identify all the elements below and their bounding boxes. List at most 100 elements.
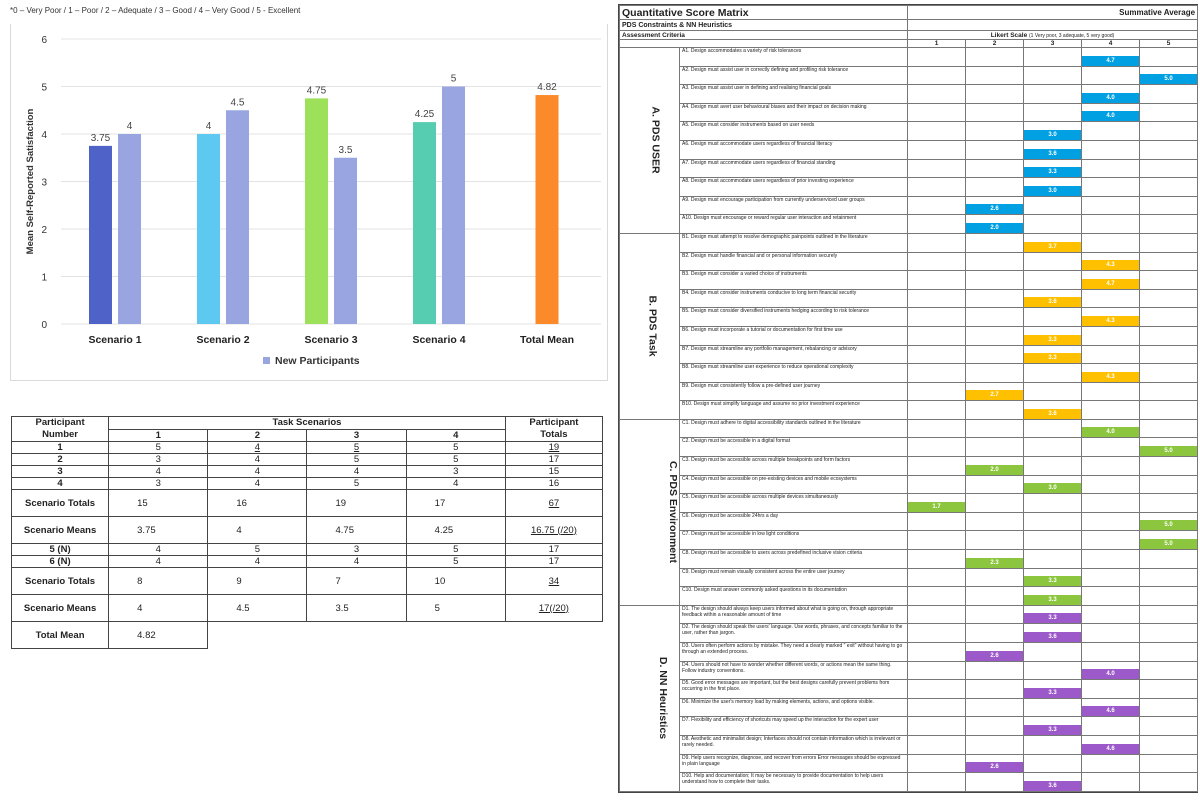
score-cell: 5.0 <box>1138 511 1199 532</box>
score-cell: 3.0 <box>1023 474 1082 495</box>
empty-score-cell <box>1023 363 1082 383</box>
criterion-row: D3. Users often perform actions by mista… <box>620 642 1199 662</box>
empty-score-cell <box>1081 772 1140 792</box>
empty-score-cell <box>1081 400 1140 420</box>
criterion-text: A10. Design must encourage or reward reg… <box>679 214 908 234</box>
score-value: 3.0 <box>1024 129 1081 140</box>
empty-score-cell <box>1023 697 1082 718</box>
criterion-text: A6. Design must accommodate users regard… <box>679 139 908 160</box>
empty-score-cell <box>965 102 1024 123</box>
empty-score-cell <box>1138 232 1199 253</box>
score-cell: 5.0 <box>1138 530 1199 551</box>
empty-score-cell <box>907 288 966 309</box>
score-matrix: Quantitative Score Matrix Summative Aver… <box>618 4 1199 793</box>
table-cell: 5 <box>306 477 407 490</box>
empty-score-cell <box>1138 363 1199 383</box>
empty-score-cell <box>965 307 1024 327</box>
empty-score-cell <box>1023 437 1082 458</box>
criterion-row: C5. Design must be accessible across mul… <box>620 493 1199 513</box>
criterion-row: D5. Good error messages are important, b… <box>620 679 1199 699</box>
empty-score-cell <box>1023 549 1082 569</box>
score-cell: 4.0 <box>1081 660 1140 681</box>
criterion-text: A3. Design must assist user in defining … <box>679 84 908 104</box>
criterion-row: D10. Help and documentation; It may be n… <box>620 772 1199 792</box>
table-cell: 4.25 <box>405 516 506 544</box>
empty-score-cell <box>907 642 966 662</box>
empty-score-cell <box>1081 344 1140 365</box>
empty-score-cell <box>1081 381 1140 402</box>
empty-score-cell <box>1138 679 1199 699</box>
score-cell: 4.3 <box>1081 363 1140 383</box>
legend-swatch <box>263 357 270 364</box>
x-tick-label: Scenario 1 <box>88 334 141 346</box>
table-cell: 4 <box>207 555 308 568</box>
scenario-col-header: 2 <box>207 428 308 442</box>
score-value: 3.3 <box>1024 724 1081 735</box>
satisfaction-chart: 0 1 2 3 4 5 6 Mean Self-Reported Satisfaction 3.… <box>10 24 608 381</box>
empty-score-cell <box>1081 177 1140 197</box>
row-label: 4 <box>10 477 110 490</box>
empty-score-cell <box>907 158 966 179</box>
criterion-text: B3. Design must consider a varied choice… <box>679 270 908 290</box>
empty-score-cell <box>965 530 1024 551</box>
likert-scale-number: 1 <box>907 39 966 48</box>
empty-score-cell <box>1081 604 1140 625</box>
criterion-text: D2. The design should speak the users' l… <box>679 623 908 643</box>
criterion-text: C4. Design must be accessible on pre-exi… <box>679 474 908 495</box>
score-cell: 3.3 <box>1023 586 1082 606</box>
criterion-text: B2. Design must handle financial and or … <box>679 251 908 272</box>
table-row: 3 4 4 4 3 15 <box>10 465 604 478</box>
empty-score-cell <box>907 121 966 141</box>
total-mean-label: Total Mean <box>10 621 110 649</box>
scale-note: *0 – Very Poor / 1 – Poor / 2 – Adequate… <box>10 6 301 15</box>
section-label: B. PDS Task <box>646 295 659 357</box>
criterion-text: C6. Design must be accessible 24hrs a da… <box>679 511 908 532</box>
data-label: 4 <box>206 121 212 132</box>
criterion-row: C6. Design must be accessible 24hrs a da… <box>620 511 1199 532</box>
criterion-text: D9. Help users recognize, diagnose, and … <box>679 753 908 774</box>
criterion-text: B1. Design must attempt to resolve demog… <box>679 232 908 253</box>
empty-score-cell <box>907 47 966 67</box>
empty-score-cell <box>1023 753 1082 774</box>
empty-score-cell <box>1138 307 1199 327</box>
table-cell: 3.5 <box>306 594 407 622</box>
empty-score-cell <box>1138 139 1199 160</box>
header-participant-number: Participant Number <box>10 416 110 442</box>
criterion-row: B. PDS Task B1. Design must attempt to re… <box>619 232 1199 420</box>
empty-score-cell <box>965 158 1024 179</box>
score-cell: 2.6 <box>965 642 1024 662</box>
criterion-row: B8. Design must streamline user experien… <box>620 363 1199 383</box>
empty-score-cell <box>1138 716 1199 736</box>
table-cell: 17 <box>405 489 506 517</box>
participant-total-cell: 17(/20) <box>504 594 604 622</box>
score-value: 5.0 <box>1140 520 1197 530</box>
criterion-row: C9. Design must remain visually consiste… <box>620 567 1199 588</box>
participant-total-cell: 17 <box>504 453 604 466</box>
empty-score-cell <box>965 493 1024 513</box>
table-cell: 4 <box>306 465 407 478</box>
score-value: 4.3 <box>1082 260 1139 270</box>
y-tick-label: 1 <box>41 273 47 284</box>
score-value: 3.6 <box>1024 297 1081 307</box>
empty-score-cell <box>1081 493 1140 513</box>
empty-score-cell <box>1138 493 1199 513</box>
likert-scale-number: 4 <box>1081 39 1140 48</box>
criterion-text: B5. Design must consider diversified ins… <box>679 307 908 327</box>
score-cell: 3.3 <box>1023 344 1082 365</box>
score-value: 1.7 <box>908 501 965 512</box>
data-label: 4.75 <box>307 85 327 96</box>
empty-score-cell <box>907 567 966 588</box>
participant-total-cell: 16 <box>504 477 604 490</box>
data-label: 4 <box>127 121 133 132</box>
score-cell: 3.3 <box>1023 325 1082 346</box>
empty-score-cell <box>965 363 1024 383</box>
empty-score-cell <box>1081 121 1140 141</box>
score-value: 4.6 <box>1082 706 1139 716</box>
table-cell: 5 <box>306 453 407 466</box>
total-mean-row: Total Mean 4.82 <box>10 621 603 649</box>
score-value: 3.6 <box>1024 408 1081 419</box>
table-row: Scenario Means 3.75 4 4.75 4.25 16.75 (/20) <box>10 516 604 544</box>
criterion-text: B6. Design must incorporate a tutorial o… <box>679 325 908 346</box>
criterion-text: B7. Design must streamline any portfolio… <box>679 344 908 365</box>
empty-score-cell <box>965 474 1024 495</box>
